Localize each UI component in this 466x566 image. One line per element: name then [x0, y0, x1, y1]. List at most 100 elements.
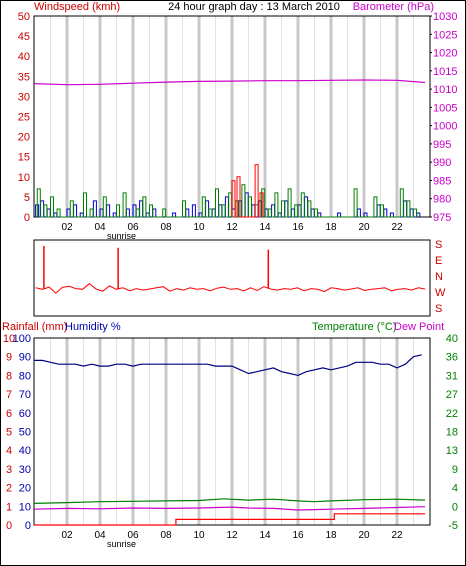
barometer-line	[33, 79, 426, 86]
windspeed-axis: 0 5 10 15 20 25 30 35 40 45 50	[18, 11, 30, 224]
time-tick-label: 18	[325, 222, 337, 233]
barometer-tick-label: 975	[433, 212, 451, 224]
wind-time-axis: 02 04 06 08 10 12 14 16 18 20 22	[61, 222, 403, 233]
windspeed-tick-label: 50	[18, 11, 30, 23]
barometer-tick-label: 1030	[433, 11, 457, 23]
time-tick-label: 22	[391, 530, 403, 541]
temperature-tick-label: 4	[452, 483, 458, 495]
windspeed-tick-label: 15	[18, 152, 30, 164]
windspeed-tick-label: 40	[18, 51, 30, 63]
graph-title: 24 hour graph day : 13 March 2010	[168, 1, 340, 13]
time-tick-label: 20	[358, 222, 370, 233]
rainfall-tick-label: 5	[6, 427, 12, 439]
time-tick-label: 04	[94, 222, 106, 233]
barometer-tick-label: 1000	[433, 121, 457, 133]
rainfall-label: Rainfall (mm)	[2, 321, 67, 333]
windspeed-tick-label: 10	[18, 172, 30, 184]
temperature-tick-label: -5	[448, 520, 458, 532]
dewpoint-line	[33, 506, 426, 511]
windspeed-tick-label: 45	[18, 31, 30, 43]
humidity-label: Humidity %	[65, 321, 121, 333]
temperature-axis: -5 0 4 9 13 18 22 27 31 36 40	[446, 333, 458, 532]
rainfall-tick-label: 10	[3, 333, 15, 345]
time-tick-label: 10	[193, 530, 205, 541]
humidity-tick-label: 40	[19, 445, 31, 457]
barometer-tick-label: 1010	[433, 84, 457, 96]
time-tick-label: 06	[127, 222, 139, 233]
time-tick-label: 14	[259, 222, 271, 233]
wind-series-line	[231, 164, 264, 218]
wind-series	[35, 164, 421, 218]
humidity-tick-label: 30	[19, 464, 31, 476]
lower-time-axis: 02 04 06 08 10 12 14 16 18 20 22	[61, 530, 403, 541]
rainfall-axis: 0 1 2 3 4 5 6 7 8 9 10	[3, 333, 15, 532]
temperature-tick-label: 0	[452, 501, 458, 513]
windspeed-tick-label: 35	[18, 71, 30, 83]
time-tick-label: 08	[160, 530, 172, 541]
time-tick-label: 06	[127, 530, 139, 541]
windspeed-tick-label: 0	[24, 212, 30, 224]
humidity-tick-label: 70	[19, 389, 31, 401]
windspeed-label: Windspeed (kmh)	[34, 1, 120, 13]
rainfall-tick-label: 7	[6, 389, 12, 401]
rainfall-tick-label: 0	[6, 520, 12, 532]
time-tick-label: 22	[391, 222, 403, 233]
windspeed-tick-label: 25	[18, 112, 30, 124]
humidity-tick-label: 60	[19, 408, 31, 420]
humidity-tick-label: 90	[19, 352, 31, 364]
time-tick-label: 10	[193, 222, 205, 233]
wind-barometer-panel: Windspeed (kmh) 24 hour graph day : 13 M…	[18, 1, 458, 241]
direction-tick-label: N	[435, 271, 443, 283]
humidity-tick-label: 0	[25, 520, 31, 532]
barometer-tick-label: 995	[433, 139, 451, 151]
rainfall-tick-label: 8	[6, 370, 12, 382]
barometer-tick-label: 1005	[433, 102, 457, 114]
humidity-tick-label: 80	[19, 370, 31, 382]
rainfall-tick-label: 6	[6, 408, 12, 420]
humidity-tick-label: 10	[19, 501, 31, 513]
rainfall-tick-label: 9	[6, 352, 12, 364]
direction-plot-frame	[33, 239, 431, 317]
time-tick-label: 12	[226, 222, 238, 233]
temperature-line	[33, 498, 426, 504]
time-tick-label: 18	[325, 530, 337, 541]
wind-grid	[50, 16, 414, 217]
humidity-tick-label: 50	[19, 427, 31, 439]
windspeed-tick-label: 30	[18, 91, 30, 103]
time-tick-label: 20	[358, 530, 370, 541]
time-tick-label: 14	[259, 530, 271, 541]
time-tick-label: 04	[94, 530, 106, 541]
windspeed-tick-label: 5	[24, 192, 30, 204]
direction-line	[35, 283, 426, 294]
temperature-tick-label: 22	[446, 408, 458, 420]
temperature-tick-label: 31	[446, 370, 458, 382]
time-tick-label: 16	[292, 222, 304, 233]
direction-tick-label: S	[435, 239, 442, 251]
humidity-line	[34, 354, 422, 377]
windspeed-tick-label: 20	[18, 132, 30, 144]
wind-series-line	[36, 184, 417, 218]
temperature-tick-label: 27	[446, 389, 458, 401]
rainfall-line	[34, 513, 425, 526]
barometer-tick-label: 990	[433, 157, 451, 169]
temperature-label: Temperature (°C)	[312, 321, 396, 333]
barometer-axis: 975 980 985 990 995 1000 1005 1010 1015 1020 1025 1…	[430, 11, 457, 224]
barometer-tick-label: 1025	[433, 29, 457, 41]
time-tick-label: 12	[226, 530, 238, 541]
sunrise-label: sunrise	[107, 231, 136, 241]
barometer-label: Barometer (hPa)	[353, 1, 434, 13]
rainfall-tick-label: 3	[6, 464, 12, 476]
rainfall-tick-label: 1	[6, 501, 12, 513]
time-tick-label: 08	[160, 222, 172, 233]
lower-plot-frame	[33, 337, 431, 526]
temperature-tick-label: 36	[446, 352, 458, 364]
dewpoint-label: Dew Point	[394, 321, 444, 333]
humidity-tick-label: 100	[13, 333, 31, 345]
direction-tick-label: W	[435, 287, 446, 299]
temperature-tick-label: 40	[446, 333, 458, 345]
temperature-tick-label: 9	[452, 464, 458, 476]
time-tick-label: 02	[61, 530, 73, 541]
